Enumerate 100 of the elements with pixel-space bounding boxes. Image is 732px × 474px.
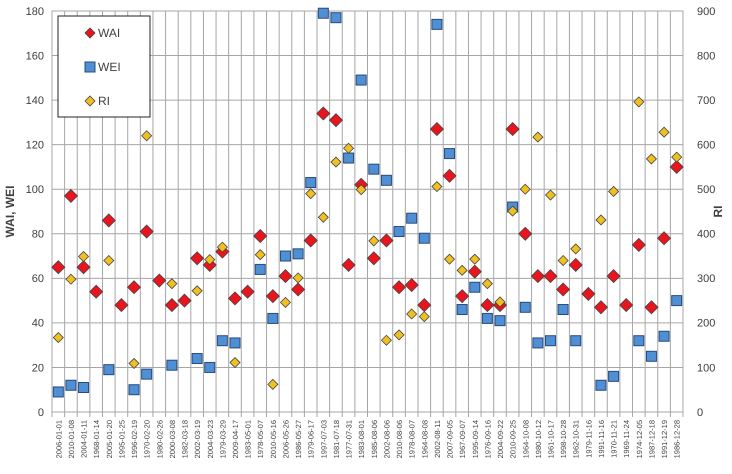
point: [444, 148, 456, 160]
point: [506, 122, 520, 136]
point: [482, 278, 493, 290]
legend-label: RI: [98, 94, 110, 108]
point: [254, 249, 266, 260]
point: [190, 251, 204, 266]
point: [240, 284, 255, 299]
y-tick-label: 120: [26, 140, 44, 152]
point: [216, 242, 228, 253]
y2-axis-title: RI: [711, 206, 725, 218]
y2-tick-label: 900: [697, 6, 716, 18]
point: [608, 370, 620, 382]
point: [494, 315, 506, 326]
point: [644, 300, 658, 314]
point: [253, 229, 268, 243]
point: [305, 177, 316, 188]
point: [532, 132, 544, 142]
point: [544, 335, 556, 346]
point: [368, 164, 380, 175]
point: [406, 212, 418, 224]
point: [52, 386, 64, 398]
point: [65, 380, 76, 391]
point: [316, 106, 330, 120]
point: [166, 360, 178, 371]
point: [520, 302, 531, 313]
point: [381, 334, 392, 346]
point: [394, 330, 404, 340]
y-tick-label: 20: [32, 362, 44, 374]
y-tick-label: 0: [38, 406, 44, 419]
point: [455, 289, 470, 304]
point: [507, 206, 518, 216]
point: [343, 142, 354, 154]
y2-tick-label: 200: [697, 318, 716, 330]
point: [51, 260, 66, 274]
point: [127, 280, 141, 294]
y2-tick-label: 100: [697, 362, 716, 374]
point: [417, 298, 432, 312]
point: [152, 274, 166, 288]
point: [469, 282, 480, 293]
y2-tick-label: 400: [697, 228, 716, 241]
point: [216, 335, 228, 346]
point: [406, 308, 418, 320]
point: [78, 382, 90, 393]
point: [558, 304, 569, 316]
point: [442, 168, 456, 183]
y2-tick-label: 800: [697, 50, 716, 62]
point: [595, 380, 606, 391]
point: [266, 289, 280, 304]
point: [657, 231, 671, 246]
point: [570, 335, 582, 346]
point: [431, 18, 442, 30]
point: [608, 186, 619, 197]
point: [606, 269, 620, 284]
point: [482, 312, 493, 324]
point: [392, 280, 406, 294]
point: [128, 358, 140, 369]
point: [192, 353, 203, 364]
point: [342, 258, 356, 272]
point: [278, 269, 292, 284]
point: [432, 181, 442, 192]
point: [380, 174, 392, 186]
point: [103, 364, 114, 376]
y-axis-title: WAI, WEI: [3, 186, 17, 238]
point: [418, 311, 430, 322]
point: [633, 335, 644, 346]
point: [518, 226, 532, 241]
point: [166, 278, 178, 290]
point: [532, 337, 544, 348]
point: [581, 287, 596, 301]
point: [430, 122, 444, 136]
point: [558, 255, 569, 266]
point: [368, 236, 380, 246]
point: [64, 189, 78, 203]
point: [141, 130, 152, 142]
point: [545, 190, 556, 200]
y2-tick-label: 0: [697, 406, 704, 419]
point: [619, 298, 634, 312]
point: [267, 378, 278, 390]
point: [596, 214, 606, 226]
point: [671, 295, 682, 306]
point: [229, 337, 240, 348]
point: [469, 254, 480, 265]
point: [318, 212, 329, 223]
point: [304, 234, 318, 248]
point: [404, 278, 419, 292]
point: [568, 258, 583, 272]
point: [76, 260, 90, 274]
point: [530, 269, 545, 284]
y2-tick-label: 600: [697, 140, 716, 152]
point: [102, 214, 116, 228]
point: [646, 154, 657, 164]
point: [418, 232, 430, 244]
point: [178, 294, 192, 308]
y2-tick-label: 500: [697, 184, 716, 196]
point: [330, 12, 342, 24]
point: [456, 304, 468, 316]
point: [646, 350, 657, 362]
point: [570, 244, 582, 254]
point: [114, 298, 128, 312]
y2-tick-label: 700: [697, 94, 716, 107]
